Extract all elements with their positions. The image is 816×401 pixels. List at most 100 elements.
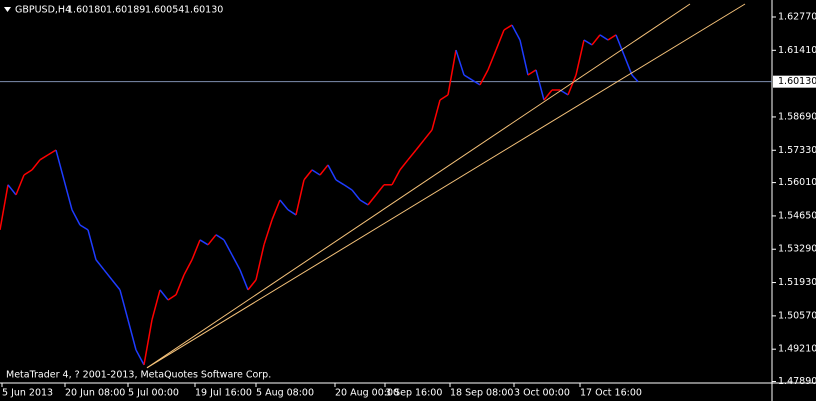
- price-segment: [23, 169, 33, 176]
- y-tick-label: 1.49210: [778, 344, 816, 355]
- close: 1.60130: [184, 5, 223, 16]
- price-segment: [135, 349, 145, 366]
- price-segment: [271, 199, 281, 221]
- price-segment: [87, 229, 97, 260]
- price-segment: [55, 149, 65, 181]
- price-segment: [263, 219, 273, 246]
- price-segment: [303, 169, 313, 181]
- price-segment: [79, 224, 89, 231]
- price-segment: [511, 24, 521, 41]
- price-segment: [71, 209, 81, 226]
- price-segment: [103, 269, 113, 281]
- y-tick-label: 1.62770: [778, 11, 816, 22]
- menu-triangle[interactable]: [4, 7, 11, 12]
- price-segment: [295, 179, 305, 216]
- open: 1.60180: [67, 5, 106, 16]
- y-tick-label: 1.61410: [778, 45, 816, 56]
- price-segment: [311, 169, 321, 176]
- y-tick-label: 1.57330: [778, 145, 816, 156]
- price-segment: [567, 74, 577, 96]
- trendline: [146, 3, 691, 369]
- price-segment: [455, 49, 465, 76]
- x-tick-label: 20 Aug 00:00: [335, 388, 399, 399]
- price-segment: [495, 29, 505, 51]
- price-segment: [327, 164, 337, 181]
- price-segment: [0, 184, 9, 231]
- price-segment: [127, 319, 137, 351]
- price-segment: [415, 139, 425, 151]
- x-tick-label: 3 Oct 00:00: [514, 388, 570, 399]
- price-segment: [503, 24, 513, 31]
- price-segment: [535, 69, 545, 101]
- price-segment: [239, 269, 249, 291]
- x-tick-label: 3 Sep 16:00: [385, 388, 442, 399]
- price-segment: [623, 54, 633, 76]
- x-tick-label: 5 Jul 00:00: [128, 388, 179, 399]
- price-segment: [607, 34, 617, 41]
- price-segment: [151, 289, 161, 320]
- y-tick-label: 1.54650: [778, 210, 816, 221]
- price-segment: [287, 209, 297, 216]
- y-tick-label: 1.53290: [778, 244, 816, 255]
- price-segment: [63, 179, 73, 210]
- price-segment: [463, 74, 473, 81]
- price-segment: [599, 34, 609, 41]
- price-segment: [183, 259, 193, 276]
- y-tick-label: 1.56010: [778, 177, 816, 188]
- price-segment: [447, 49, 457, 96]
- price-segment: [255, 244, 265, 281]
- price-segment: [279, 199, 289, 211]
- x-tick-label: 5 Aug 08:00: [256, 388, 314, 399]
- price-segment: [575, 39, 585, 76]
- price-segment: [439, 94, 449, 101]
- price-segment: [199, 239, 209, 246]
- y-tick-label: 1.47890: [778, 376, 816, 387]
- price-segment: [519, 39, 529, 76]
- price-segment: [95, 259, 105, 271]
- price-segment: [247, 279, 257, 291]
- price-segment: [615, 34, 625, 56]
- current-price-box: [773, 75, 816, 88]
- x-tick-label: 19 Jul 16:00: [195, 388, 252, 399]
- x-tick-label: 20 Jun 08:00: [65, 388, 125, 399]
- footer: MetaTrader 4, ? 2001-2013, MetaQuotes So…: [6, 370, 271, 381]
- y-tick-label: 1.58690: [778, 111, 816, 122]
- price-segment: [319, 164, 329, 176]
- price-segment: [111, 279, 121, 291]
- x-tick-label: 5 Jun 2013: [2, 388, 53, 399]
- price-segment: [223, 239, 233, 256]
- current-price-label: 1.60130: [778, 76, 816, 87]
- price-segment: [191, 239, 201, 261]
- price-segment: [359, 199, 369, 206]
- y-tick-label: 1.50570: [778, 310, 816, 321]
- price-segment: [487, 49, 497, 71]
- price-segment: [527, 69, 537, 76]
- price-segment: [583, 39, 593, 46]
- y-tick-label: 1.51930: [778, 277, 816, 288]
- price-segment: [231, 254, 241, 271]
- price-segment: [399, 159, 409, 171]
- price-segment: [159, 289, 169, 301]
- price-segment: [7, 184, 17, 196]
- price-segment: [431, 99, 441, 131]
- price-segment: [335, 179, 345, 186]
- price-segment: [423, 129, 433, 141]
- price-segment: [119, 289, 129, 320]
- price-segment: [391, 169, 401, 186]
- price-segment: [591, 34, 601, 46]
- price-segment: [143, 319, 153, 366]
- price-segment: [343, 184, 353, 191]
- price-segment: [215, 234, 225, 241]
- price-segment: [207, 234, 217, 246]
- high: 1.60189: [106, 5, 145, 16]
- price-segment: [47, 149, 57, 156]
- price-segment: [175, 274, 185, 296]
- price-segment: [407, 149, 417, 161]
- price-segment: [471, 79, 481, 86]
- price-segment: [367, 194, 377, 206]
- price-segment: [375, 184, 385, 196]
- low: 1.60054: [145, 5, 184, 16]
- trendline: [146, 3, 746, 369]
